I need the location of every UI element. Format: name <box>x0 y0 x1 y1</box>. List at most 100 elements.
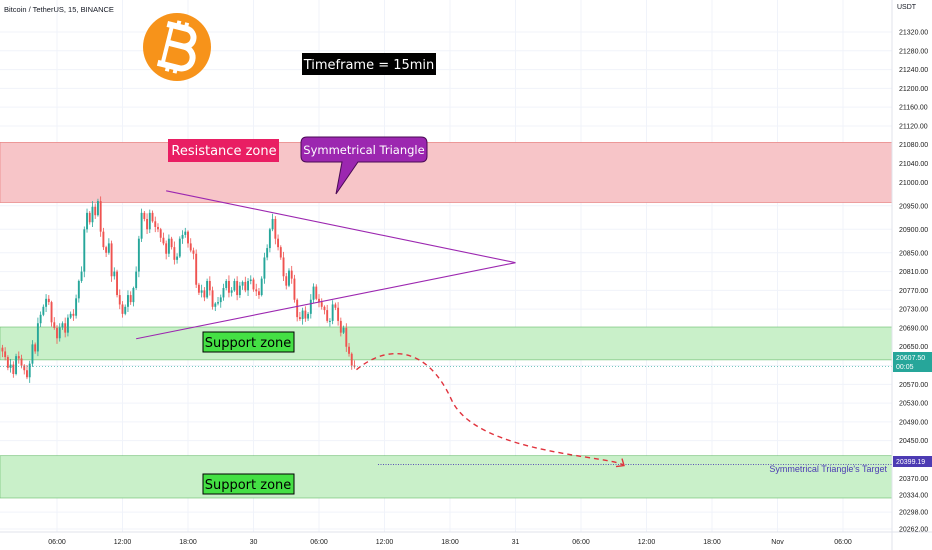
pattern-callout[interactable]: Symmetrical Triangle <box>300 136 428 195</box>
candle-body <box>1 347 4 352</box>
time-tick-label: 18:00 <box>703 539 721 546</box>
candle-body <box>263 257 266 279</box>
resistance-zone <box>0 142 893 203</box>
bitcoin-logo <box>143 13 211 81</box>
last-price-value: 20607.50 <box>896 355 925 362</box>
candle-body <box>334 304 337 308</box>
candle-body <box>326 310 329 321</box>
price-tick-label: 21120.00 <box>899 123 928 130</box>
currency-label: USDT <box>897 4 917 11</box>
price-tick-label: 21200.00 <box>899 86 928 93</box>
time-axis[interactable]: 06:00 12:00 18:00 30 06:00 12:00 18:00 31 06:00 1… <box>0 531 932 546</box>
time-tick-label: 06:00 <box>834 539 852 546</box>
candle-body <box>176 256 179 260</box>
candle-body <box>296 299 299 318</box>
price-tick-label: 20450.00 <box>899 438 928 445</box>
candle-body <box>331 304 334 321</box>
candle-body <box>293 278 296 300</box>
price-tick-label: 20570.00 <box>899 382 928 389</box>
candle-body <box>159 229 162 238</box>
candle-body <box>318 298 320 303</box>
candle-body <box>96 201 99 216</box>
candle-body <box>241 281 244 286</box>
candle-body <box>170 238 173 248</box>
candle-body <box>173 247 176 260</box>
candle-body <box>285 276 288 286</box>
candle-body <box>225 280 228 289</box>
time-tick-label: Nov <box>771 539 784 546</box>
candle-body <box>137 238 140 272</box>
candle-body <box>271 218 274 230</box>
candle-body <box>9 364 12 368</box>
candle-body <box>309 299 312 314</box>
time-tick-label: 12:00 <box>376 539 394 546</box>
price-tick-label: 21000.00 <box>899 180 928 187</box>
candlestick-series <box>1 196 356 383</box>
candle-body <box>154 221 157 227</box>
support-zone-upper <box>0 326 893 361</box>
candle-body <box>195 253 198 285</box>
price-tick-label: 20690.00 <box>899 325 928 332</box>
candle-body <box>116 271 118 296</box>
candle-body <box>56 327 58 339</box>
projection-arrowhead <box>615 458 625 468</box>
candle-body <box>244 281 247 291</box>
candle-body <box>135 271 138 289</box>
candle-body <box>266 248 269 258</box>
candle-body <box>298 317 301 320</box>
price-axis[interactable]: 21320.00 21280.00 21240.00 21200.00 21160.00… <box>891 0 928 550</box>
candle-body <box>315 286 318 299</box>
candle-body <box>31 344 34 364</box>
candle-body <box>217 302 219 304</box>
candle-body <box>69 313 72 318</box>
price-tick-label: 21040.00 <box>899 161 928 168</box>
candle-body <box>260 278 263 296</box>
candle-body <box>350 353 353 366</box>
candle-body <box>208 280 211 291</box>
time-tick-label: 18:00 <box>179 539 197 546</box>
candle-body <box>320 302 323 307</box>
time-tick-label: 30 <box>250 539 258 546</box>
triangle-lower-trendline[interactable] <box>136 262 516 340</box>
time-tick-label: 06:00 <box>572 539 590 546</box>
candle-body <box>91 206 94 223</box>
candle-body <box>342 327 345 333</box>
candle-body <box>279 247 282 258</box>
candle-body <box>233 280 236 291</box>
resistance-label[interactable]: Resistance zone <box>168 139 279 162</box>
timeframe-label[interactable]: Timeframe = 15min <box>302 53 436 75</box>
candle-body <box>304 310 307 319</box>
candle-body <box>124 306 127 314</box>
target-price-tag[interactable]: 20399.19 <box>893 456 932 467</box>
candle-body <box>94 206 97 216</box>
candle-body <box>227 280 230 293</box>
candle-body <box>105 247 108 253</box>
last-price-tag[interactable]: 20607.50 00:05 <box>893 352 932 372</box>
candle-body <box>282 257 285 277</box>
candle-body <box>113 271 116 277</box>
candle-body <box>45 298 48 307</box>
candle-body <box>162 237 165 244</box>
price-tick-label: 20530.00 <box>899 401 928 408</box>
price-tick-label: 20334.00 <box>899 493 928 500</box>
candle-body <box>151 212 154 222</box>
price-tick-label: 21320.00 <box>899 30 928 37</box>
price-tick-label: 20950.00 <box>899 203 928 210</box>
support-label-upper[interactable]: Support zone <box>202 331 295 353</box>
time-tick-label: 18:00 <box>441 539 459 546</box>
candle-body <box>140 212 143 239</box>
candle-body <box>328 320 331 322</box>
candle-body <box>61 323 64 328</box>
support-label-lower[interactable]: Support zone <box>202 473 295 495</box>
candle-body <box>4 351 7 358</box>
candle-body <box>187 231 189 244</box>
candle-body <box>219 297 222 303</box>
candle-body <box>337 307 340 321</box>
candle-body <box>148 212 151 230</box>
candle-body <box>64 323 67 333</box>
triangle-upper-trendline[interactable] <box>166 190 516 264</box>
candle-body <box>23 365 26 371</box>
candle-body <box>80 271 83 281</box>
candle-body <box>238 285 241 296</box>
